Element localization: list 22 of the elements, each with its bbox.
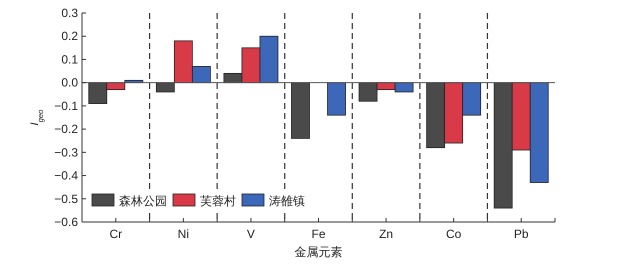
y-tick-label: 0.3: [61, 6, 78, 20]
y-tick-label: −0.5: [54, 192, 78, 206]
x-tick-label: Pb: [514, 227, 529, 241]
x-tick-label: Zn: [379, 227, 394, 241]
y-tick-label: −0.2: [54, 122, 78, 136]
legend-label: 涛雒镇: [269, 194, 305, 208]
bar: [327, 82, 346, 116]
y-tick-label: −0.1: [54, 98, 78, 113]
y-tick-label: −0.6: [54, 215, 78, 229]
legend-label: 森林公园: [119, 194, 167, 208]
x-tick-label: V: [246, 227, 255, 241]
x-axis-title: 金属元素: [294, 245, 342, 259]
y-tick-label: 0.0: [61, 76, 78, 90]
x-tick-label: Cr: [109, 227, 122, 241]
y-tick-label: 0.2: [61, 29, 78, 44]
y-tick-label: 0.1: [61, 52, 78, 66]
x-tick-label: Co: [446, 227, 462, 241]
x-tick-label: Ni: [178, 227, 190, 241]
x-tick-label: Fe: [311, 227, 326, 241]
y-tick-label: −0.4: [54, 168, 78, 183]
y-tick-label: −0.3: [54, 145, 78, 160]
legend-label: 芙蓉村: [200, 194, 236, 208]
